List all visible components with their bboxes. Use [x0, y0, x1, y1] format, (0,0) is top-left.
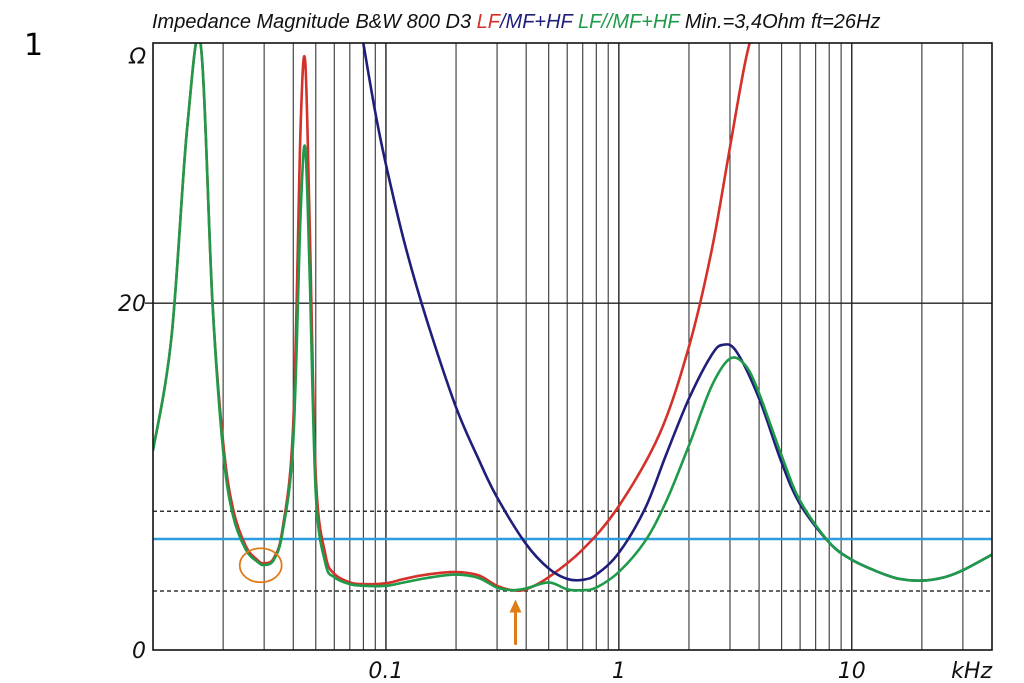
- series-layer: [153, 43, 992, 593]
- figure-number: 1: [24, 28, 44, 63]
- plot-frame: [152, 42, 993, 651]
- title-part-4: Min.=3,4Ohm ft=26Hz: [679, 11, 880, 33]
- chart-grid: [145, 43, 992, 650]
- x-tick-label: 1: [612, 659, 626, 683]
- y-tick-label: 0: [132, 639, 146, 664]
- x-tick-label: 0.1: [368, 659, 403, 683]
- y-unit-label: Ω: [128, 45, 146, 70]
- chart-title: Impedance Magnitude B&W 800 D3 LF/MF+HF …: [152, 11, 880, 33]
- title-part-0: Impedance Magnitude B&W 800 D3: [152, 11, 477, 33]
- annotations: [238, 547, 522, 645]
- title-part-2: /MF+HF: [498, 11, 578, 33]
- x-tick-label: 10: [838, 659, 866, 683]
- x-unit-label: kHz: [951, 659, 992, 683]
- y-tick-label: 20: [118, 292, 146, 317]
- reference-lines: [153, 510, 992, 592]
- annotation-arrow-head: [509, 599, 522, 613]
- series-line-2: [153, 43, 992, 592]
- title-part-1: LF: [477, 11, 502, 33]
- annotation-circle: [238, 547, 283, 584]
- series-line-1: [362, 43, 992, 582]
- title-part-3: LF//MF+HF: [578, 11, 681, 33]
